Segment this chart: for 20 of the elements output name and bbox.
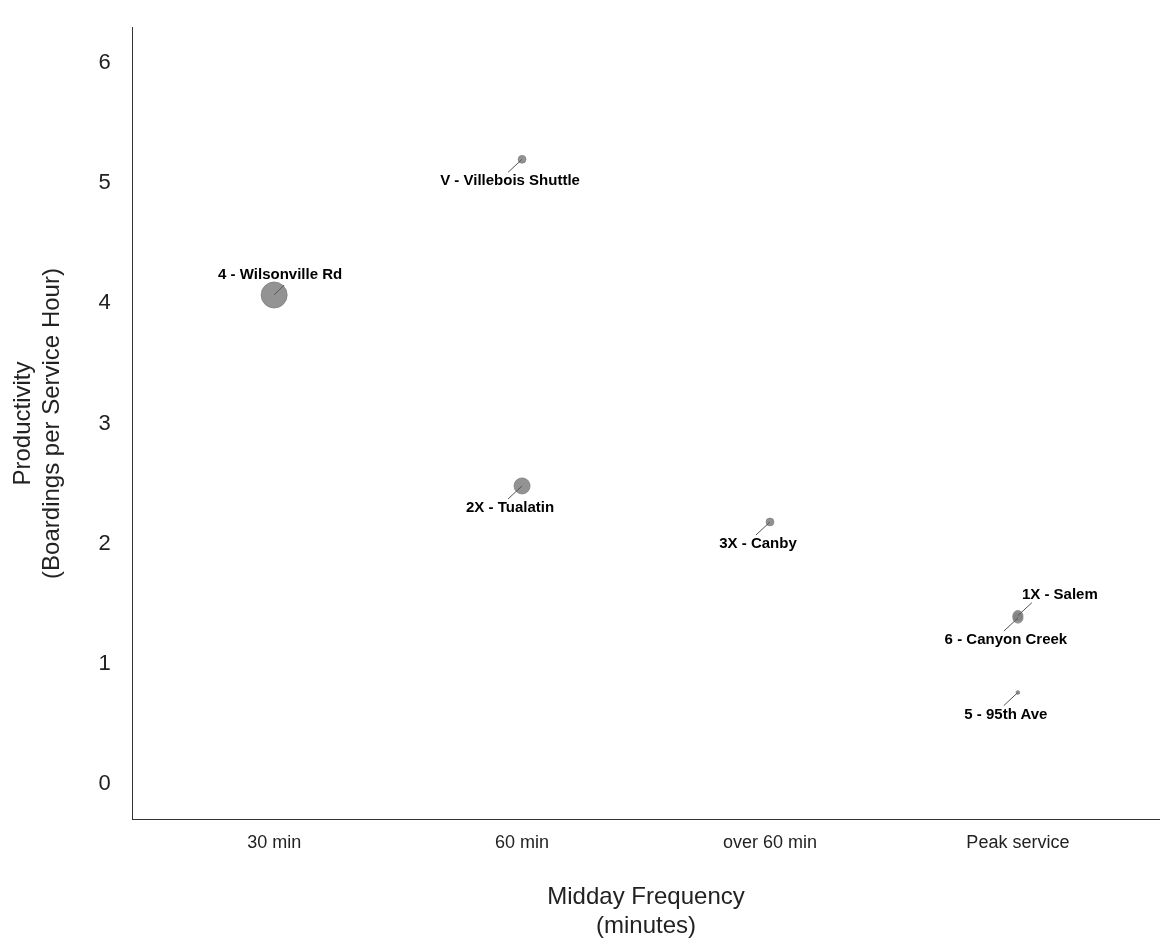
y-tick-label: 1: [98, 649, 111, 675]
y-tick-label: 4: [98, 289, 111, 315]
annotation: 1X - Salem: [1021, 584, 1098, 602]
annotation: 6 - Canyon Creek: [944, 630, 1068, 648]
x-tick-label: 60 min: [495, 831, 550, 852]
y-tick-label: 6: [98, 49, 111, 75]
y-tick-label: 2: [98, 529, 111, 555]
x-axis-title: Midday Frequency (minutes): [547, 882, 745, 939]
annotation: 4 - Wilsonville Rd: [218, 265, 343, 283]
y-tick-label: 3: [98, 409, 111, 435]
x-tick-label: 30 min: [247, 831, 302, 852]
annotation: 3X - Canby: [719, 534, 798, 552]
x-tick-label: Peak service: [966, 831, 1070, 852]
y-tick-label: 0: [98, 769, 111, 795]
annotation: V - Villebois Shuttle: [440, 171, 580, 189]
annotation: 2X - Tualatin: [466, 498, 555, 516]
y-tick-label: 5: [98, 169, 111, 195]
y-axis-title: Productivity (Boardings per Service Hour): [8, 268, 64, 579]
annotation: 5 - 95th Ave: [964, 704, 1048, 722]
x-tick-label: over 60 min: [722, 831, 817, 852]
